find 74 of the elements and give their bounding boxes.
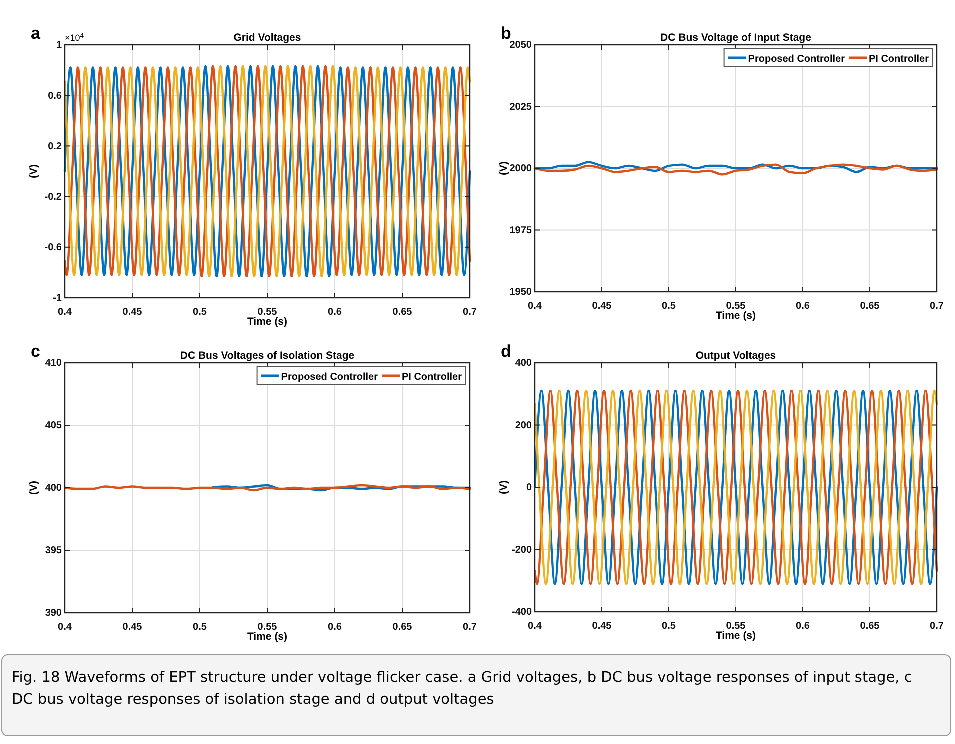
y-axis-title: (V)	[28, 164, 40, 178]
x-tick-label: 0.6	[328, 622, 342, 634]
y-tick-label: -1	[53, 293, 62, 304]
legend-label: PI Controller	[402, 372, 462, 383]
y-tick-label: 410	[45, 358, 62, 370]
x-axis-title: Time (s)	[716, 630, 756, 642]
x-tick-label: 0.55	[726, 301, 746, 312]
y-tick-label: 0	[526, 482, 532, 494]
text: d	[501, 342, 512, 361]
y-tick-label: 2025	[510, 102, 532, 113]
x-tick-label: 0.7	[463, 622, 478, 634]
x-tick-label: 0.5	[193, 622, 208, 634]
x-axis-title: Time (s)	[247, 316, 288, 328]
y-tick-label: 2000	[510, 164, 532, 175]
x-tick-label: 0.45	[122, 307, 143, 318]
x-tick-label: 0.6	[796, 621, 810, 632]
y-axis-title: (V)	[498, 480, 510, 494]
y-tick-label: -0.6	[44, 242, 62, 254]
x-tick-label: 0.65	[392, 622, 413, 634]
y-tick-label: 390	[45, 608, 62, 620]
chart-title: Output Voltages	[696, 350, 776, 362]
legend-label: PI Controller	[868, 54, 930, 65]
x-tick-label: 0.7	[930, 301, 944, 312]
y-tick-label: 2050	[510, 40, 532, 52]
text: c	[31, 342, 40, 361]
x-tick-label: 0.5	[193, 307, 208, 318]
x-tick-label: 0.45	[122, 622, 143, 634]
chart-title: DC Bus Voltage of Input Stage	[660, 32, 812, 44]
x-tick-label: 0.4	[58, 622, 72, 634]
line-series	[534, 161, 938, 174]
y-tick-label: -0.2	[44, 192, 62, 203]
text: a	[31, 24, 41, 43]
x-axis-title: Time (s)	[247, 631, 288, 643]
y-tick-label: 0.2	[48, 141, 62, 152]
x-axis-title: Time (s)	[716, 310, 756, 322]
y-tick-label: 0.6	[48, 90, 62, 102]
text: ×10$^{4}$	[65, 32, 84, 43]
caption: Fig. 18 Waveforms of EPT structure under voltage flicker case. a Grid voltages, b DC bus voltage responses of input stage, c DC bus voltage responses of isolation stage and d output voltages	[12, 669, 914, 710]
y-tick-label: 400	[45, 483, 62, 494]
x-tick-label: 0.7	[930, 621, 944, 632]
x-tick-label: 0.55	[726, 621, 746, 632]
chart-title: Grid Voltages	[234, 32, 302, 44]
y-tick-label: 200	[515, 420, 532, 432]
x-tick-label: 0.4	[528, 621, 542, 632]
y-tick-label: 1	[56, 40, 62, 52]
x-tick-label: 0.55	[258, 622, 278, 634]
x-tick-label: 0.55	[258, 307, 278, 318]
y-tick-label: -400	[512, 607, 532, 618]
x-tick-label: 0.6	[328, 307, 342, 318]
x-tick-label: 0.5	[662, 621, 676, 632]
x-tick-label: 0.7	[463, 307, 478, 318]
y-tick-label: 405	[45, 420, 62, 432]
line-series	[64, 65, 472, 278]
x-tick-label: 0.4	[528, 301, 542, 312]
chart-title: DC Bus Voltages of Isolation Stage	[180, 350, 355, 362]
y-tick-label: -200	[512, 544, 532, 556]
y-tick-label: 400	[515, 358, 532, 370]
legend-label: Proposed Controller	[748, 54, 846, 65]
x-tick-label: 0.45	[592, 621, 612, 632]
y-tick-label: 1975	[510, 225, 532, 236]
x-tick-label: 0.45	[592, 301, 612, 312]
x-tick-label: 0.4	[58, 307, 72, 318]
y-axis-title: (V)	[498, 162, 510, 176]
x-tick-label: 0.65	[860, 301, 880, 312]
line-series	[534, 164, 938, 176]
y-tick-label: 395	[45, 546, 62, 557]
y-axis-title: (V)	[28, 481, 40, 495]
x-tick-label: 0.65	[860, 621, 880, 632]
legend-label: Proposed Controller	[281, 372, 378, 383]
y-tick-label: 1950	[510, 287, 532, 298]
text: b	[501, 24, 512, 43]
x-tick-label: 0.6	[796, 301, 810, 312]
x-tick-label: 0.65	[392, 307, 413, 318]
x-tick-label: 0.5	[662, 301, 676, 312]
